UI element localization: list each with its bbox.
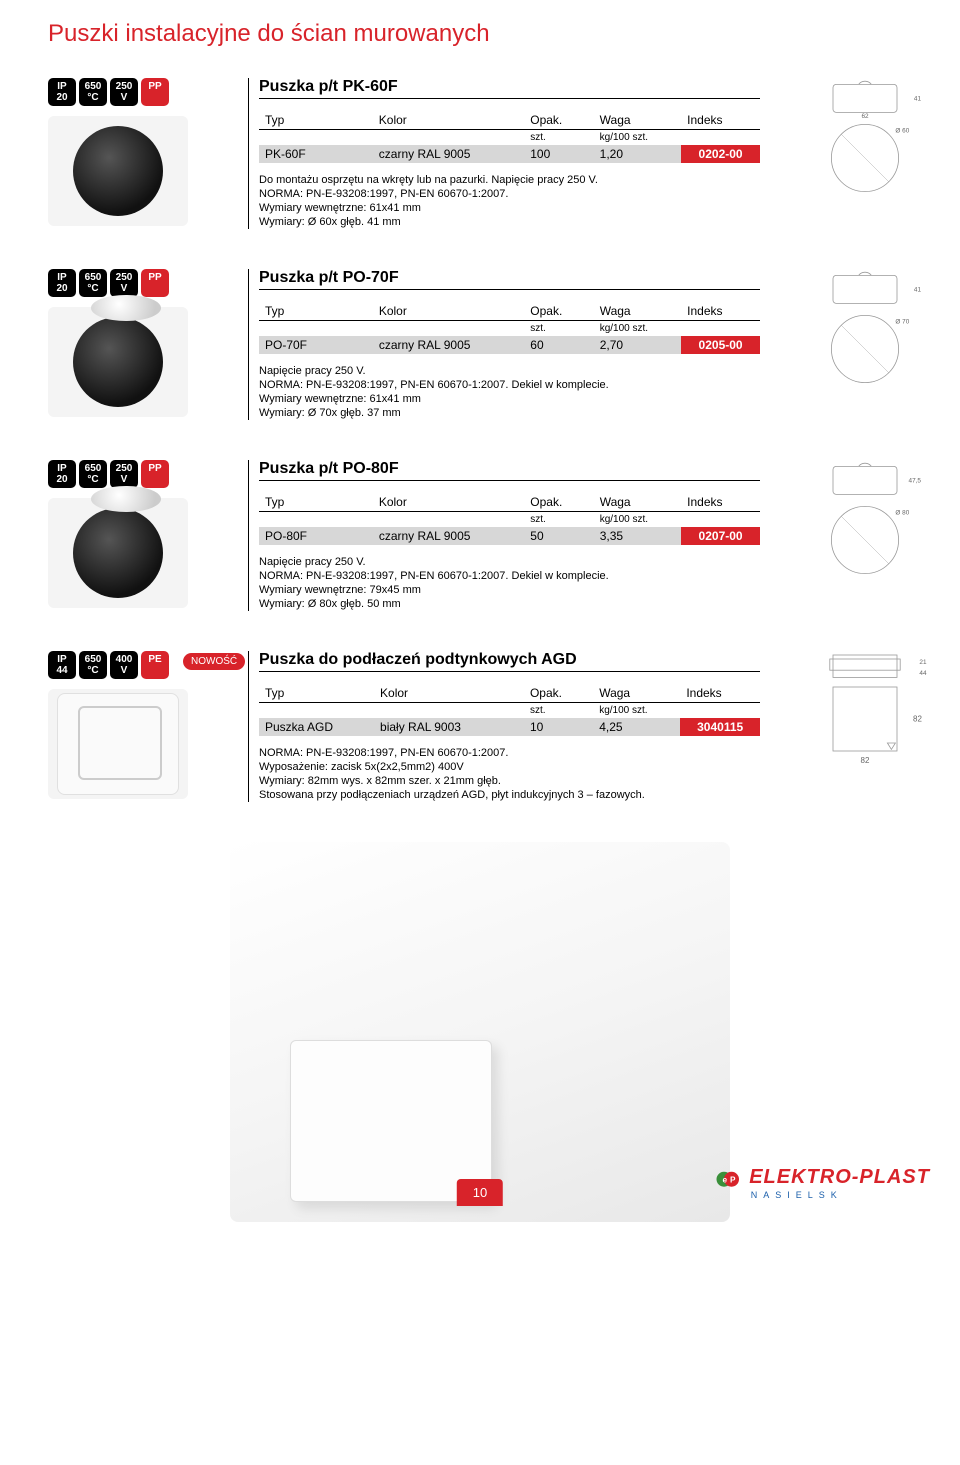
rating-badge: IP20 [48, 460, 76, 488]
th-opak: Opak. [524, 111, 593, 130]
rating-badge: PP [141, 269, 169, 297]
product-photo [48, 307, 188, 417]
unit-opak: szt. [524, 321, 593, 337]
spec-table: Typ Kolor Opak. Waga Indeks szt. kg/100 … [259, 684, 760, 736]
large-product-photo [230, 842, 730, 1222]
product-name: Puszka p/t PK-60F [259, 78, 760, 99]
th-typ: Typ [259, 684, 374, 703]
svg-text:e: e [722, 1175, 727, 1184]
rating-badge: 650°C [79, 460, 107, 488]
svg-text:21: 21 [919, 659, 927, 666]
product-block: IP20650°C250VPP Puszka p/t PO-70F Typ Ko… [0, 269, 960, 420]
product-name: Puszka do podłaczeń podtynkowych AGD [259, 651, 760, 672]
th-waga: Waga [594, 493, 681, 512]
product-name: Puszka p/t PO-80F [259, 460, 760, 481]
unit-opak: szt. [524, 703, 593, 719]
rating-badge: 250V [110, 269, 138, 297]
th-waga: Waga [594, 111, 681, 130]
th-indeks: Indeks [681, 111, 760, 130]
rating-badge: 650°C [79, 269, 107, 297]
product-block: NOWOŚĆ IP44650°C400VPE Puszka do podłacz… [0, 651, 960, 802]
rating-badge: 650°C [79, 78, 107, 106]
tech-drawing: 21 44 82 82 [790, 651, 940, 771]
spec-table: Typ Kolor Opak. Waga Indeks szt. kg/100 … [259, 302, 760, 354]
rating-badge: PE [141, 651, 169, 679]
unit-waga: kg/100 szt. [593, 703, 680, 719]
svg-text:47,5: 47,5 [909, 477, 922, 484]
unit-opak: szt. [524, 512, 593, 528]
badges-row: IP20650°C250VPP [48, 460, 248, 488]
product-block: IP20650°C250VPP Puszka p/t PK-60F Typ Ko… [0, 78, 960, 229]
badges-row: IP20650°C250VPP [48, 78, 248, 106]
svg-text:82: 82 [861, 756, 870, 765]
svg-text:Ø 60: Ø 60 [895, 127, 909, 134]
product-photo [48, 116, 188, 226]
table-row: PO-70F czarny RAL 9005 60 2,70 0205-00 [259, 336, 760, 354]
product-description: Do montażu osprzętu na wkręty lub na paz… [259, 173, 760, 229]
unit-waga: kg/100 szt. [594, 130, 681, 146]
spec-table: Typ Kolor Opak. Waga Indeks szt. kg/100 … [259, 493, 760, 545]
svg-text:Ø 70: Ø 70 [895, 318, 909, 325]
rating-badge: IP44 [48, 651, 76, 679]
unit-opak: szt. [524, 130, 593, 146]
th-waga: Waga [594, 302, 681, 321]
brand-name: ELEKTRO-PLAST [749, 1166, 930, 1188]
product-description: Napięcie pracy 250 V.NORMA: PN-E-93208:1… [259, 555, 760, 611]
rating-badge: PP [141, 78, 169, 106]
th-typ: Typ [259, 111, 373, 130]
rating-badge: 250V [110, 78, 138, 106]
badges-row: IP20650°C250VPP [48, 269, 248, 297]
tech-drawing: 47,5 Ø 80 [790, 460, 940, 580]
spec-table: Typ Kolor Opak. Waga Indeks szt. kg/100 … [259, 111, 760, 163]
product-description: NORMA: PN-E-93208:1997, PN-EN 60670-1:20… [259, 746, 760, 802]
product-photo [48, 689, 188, 799]
th-kolor: Kolor [373, 302, 524, 321]
svg-text:P: P [730, 1175, 736, 1184]
rating-badge: 650°C [79, 651, 107, 679]
unit-waga: kg/100 szt. [594, 321, 681, 337]
th-indeks: Indeks [681, 302, 760, 321]
product-name: Puszka p/t PO-70F [259, 269, 760, 290]
product-photo [48, 498, 188, 608]
th-typ: Typ [259, 302, 373, 321]
rating-badge: 400V [110, 651, 138, 679]
svg-text:41: 41 [914, 95, 922, 102]
th-kolor: Kolor [374, 684, 524, 703]
th-typ: Typ [259, 493, 373, 512]
tech-drawing: 41 Ø 70 [790, 269, 940, 389]
product-block: IP20650°C250VPP Puszka p/t PO-80F Typ Ko… [0, 460, 960, 611]
unit-waga: kg/100 szt. [594, 512, 681, 528]
page-title: Puszki instalacyjne do ścian murowanych [0, 0, 960, 78]
product-description: Napięcie pracy 250 V.NORMA: PN-E-93208:1… [259, 364, 760, 420]
table-row: PO-80F czarny RAL 9005 50 3,35 0207-00 [259, 527, 760, 545]
th-opak: Opak. [524, 684, 593, 703]
table-row: Puszka AGD biały RAL 9003 10 4,25 304011… [259, 718, 760, 736]
th-waga: Waga [593, 684, 680, 703]
svg-text:Ø 80: Ø 80 [895, 509, 909, 516]
rating-badge: 250V [110, 460, 138, 488]
brand-sub: NASIELSK [751, 1190, 930, 1200]
th-indeks: Indeks [681, 493, 760, 512]
table-row: PK-60F czarny RAL 9005 100 1,20 0202-00 [259, 145, 760, 163]
tech-drawing: 41 62 Ø 60 [790, 78, 940, 198]
th-indeks: Indeks [680, 684, 760, 703]
brand-logo: e P ELEKTRO-PLAST NASIELSK [715, 1166, 930, 1200]
svg-text:44: 44 [919, 670, 927, 677]
rating-badge: IP20 [48, 78, 76, 106]
th-kolor: Kolor [373, 493, 524, 512]
svg-text:82: 82 [913, 714, 922, 723]
rating-badge: PP [141, 460, 169, 488]
svg-text:62: 62 [861, 113, 869, 120]
th-opak: Opak. [524, 493, 593, 512]
page-number: 10 [457, 1179, 503, 1206]
th-opak: Opak. [524, 302, 593, 321]
rating-badge: IP20 [48, 269, 76, 297]
new-badge: NOWOŚĆ [183, 653, 245, 670]
th-kolor: Kolor [373, 111, 524, 130]
svg-text:41: 41 [914, 286, 922, 293]
